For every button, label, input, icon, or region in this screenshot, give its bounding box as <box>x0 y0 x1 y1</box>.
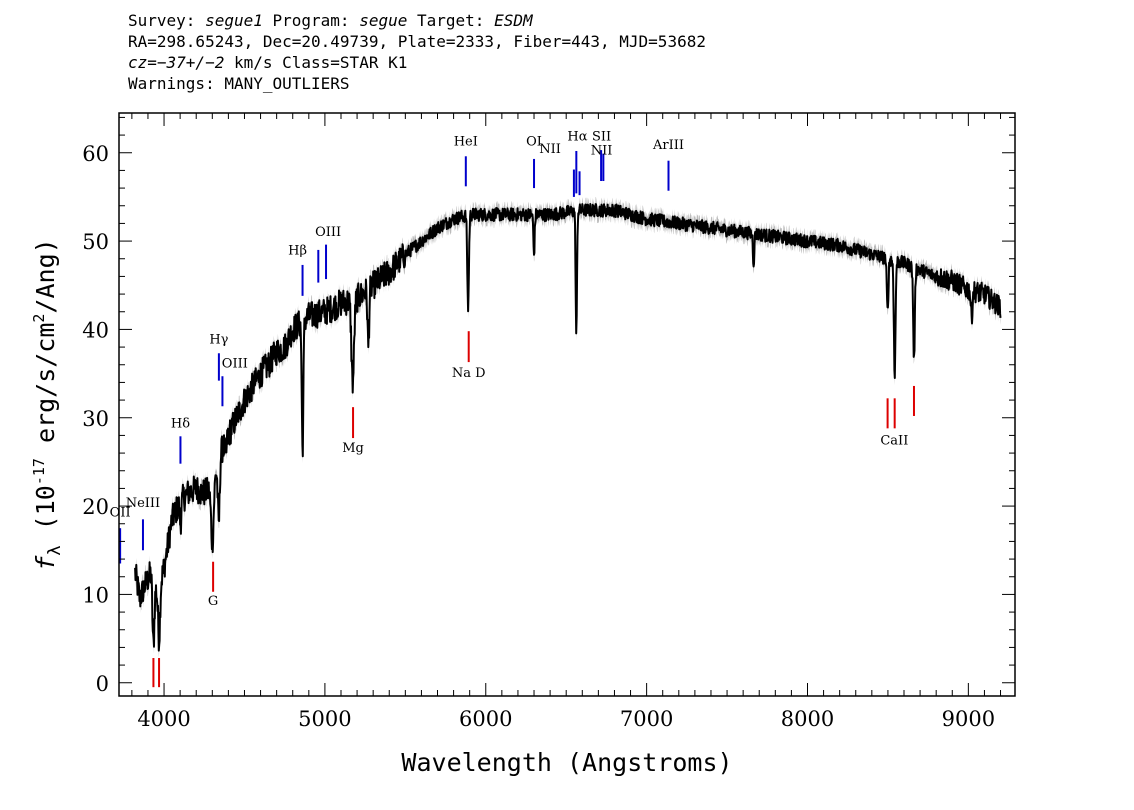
absorption-line-label: CaII <box>880 433 908 448</box>
x-tick-label: 4000 <box>137 707 190 731</box>
absorption-line-label: Na D <box>452 366 486 381</box>
y-tick-label: 0 <box>96 672 109 696</box>
y-tick-label: 10 <box>82 583 109 607</box>
y-axis-label-part: (10 <box>31 485 60 545</box>
emission-line-label: NeIII <box>126 496 160 511</box>
x-tick-label: 8000 <box>781 707 834 731</box>
spectrum-header: Survey: segue1 Program: segue Target: ES… <box>128 10 706 94</box>
emission-line-label: Hβ <box>288 243 307 258</box>
y-axis-label-part: erg/s/cm <box>31 323 60 458</box>
header-segment: Program: <box>262 11 360 30</box>
y-tick-label: 50 <box>82 230 109 254</box>
emission-line-label: Hγ <box>209 333 228 348</box>
emission-line-label: OII <box>110 506 131 521</box>
x-tick-label: 9000 <box>942 707 995 731</box>
header-line-coordinates: RA=298.65243, Dec=20.49739, Plate=2333, … <box>128 32 706 51</box>
x-tick-label: 6000 <box>459 707 512 731</box>
y-axis-label-part: λ <box>45 545 65 555</box>
header-segment: ESDM <box>494 11 533 30</box>
emission-line-label: Hδ <box>171 416 190 431</box>
header-line-survey: Survey: segue1 Program: segue Target: ES… <box>128 10 706 31</box>
emission-line-label: HeI <box>454 135 478 150</box>
y-tick-label: 30 <box>82 407 109 431</box>
emission-line-label: OI <box>526 135 542 150</box>
header-segment: segue <box>359 11 408 30</box>
header-segment: segue1 <box>205 11 263 30</box>
emission-line-label: Hα <box>567 129 587 144</box>
flux-error-band <box>135 196 1001 658</box>
error-band <box>135 196 1001 658</box>
y-axis-label-part: -17 <box>30 458 48 485</box>
emission-line-label: OIII <box>315 225 341 240</box>
absorption-line-label: G <box>208 594 218 609</box>
header-segment: km/s Class=STAR K1 <box>224 53 408 72</box>
x-tick-label: 5000 <box>298 707 351 731</box>
y-axis-label-part: /Ang) <box>31 238 60 313</box>
y-tick-label: 60 <box>82 142 109 166</box>
absorption-line-label: Mg <box>342 441 364 456</box>
emission-line-label: SII <box>592 129 611 144</box>
x-tick-label: 7000 <box>620 707 673 731</box>
emission-line-label: ArIII <box>652 138 684 153</box>
header-line-warnings: Warnings: MANY_OUTLIERS <box>128 74 350 93</box>
y-axis-label-part: 2 <box>30 314 48 323</box>
emission-line-label: NII <box>539 142 561 157</box>
y-tick-label: 20 <box>82 495 109 519</box>
emission-line-label: OIII <box>222 356 248 371</box>
header-segment: Target: <box>407 11 495 30</box>
header-line-redshift-class: cz=−37+/−2 km/s Class=STAR K1 <box>128 52 706 73</box>
flux-line <box>134 203 1002 652</box>
y-axis-label: fλ (10-17 erg/s/cm2/Ang) <box>30 238 65 570</box>
header-segment: cz=−37+/−2 <box>128 53 225 72</box>
plot-axes: 4000 5000 6000 7000 8000 9000 0 10 20 30 40 50 60 <box>82 112 1016 731</box>
x-axis-label: Wavelength (Angstroms) <box>401 748 732 777</box>
emission-line-label: NII <box>591 144 613 159</box>
y-axis-label-part: f <box>31 555 60 571</box>
spectrum-trace <box>134 203 1002 652</box>
plot-frame <box>118 112 1016 697</box>
header-segment: Survey: <box>128 11 206 30</box>
y-tick-label: 40 <box>82 318 109 342</box>
